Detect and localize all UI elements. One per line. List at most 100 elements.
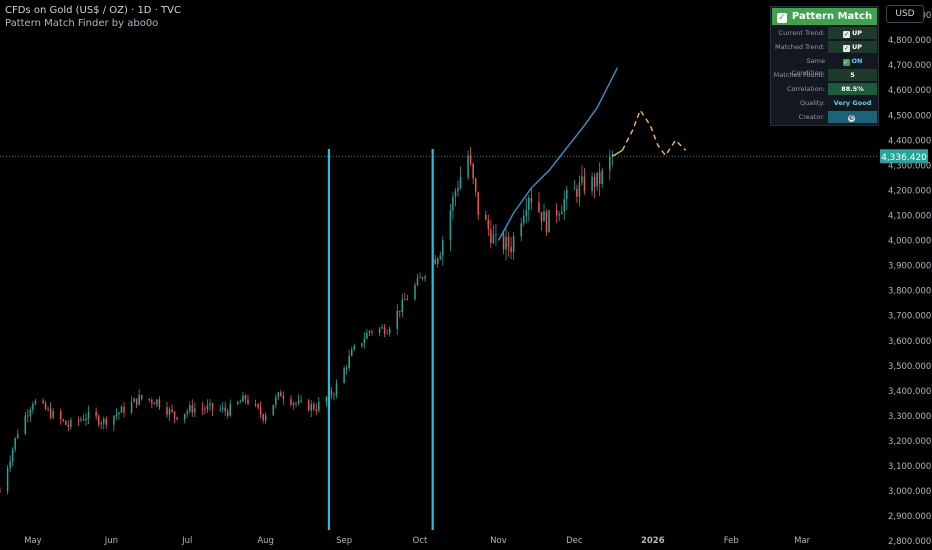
candle-body	[189, 405, 191, 412]
candle-body	[27, 415, 29, 417]
y-tick-label: 4,500.000	[888, 111, 931, 121]
candle-body	[297, 400, 300, 404]
candle-body	[386, 333, 388, 335]
candle-body	[555, 210, 558, 216]
candle-body	[201, 408, 204, 410]
candle-body	[115, 414, 118, 416]
candle-body	[171, 409, 173, 412]
candle-body	[140, 394, 143, 399]
y-tick-label: 4,400.000	[888, 136, 931, 146]
candle-body	[176, 417, 178, 420]
y-tick-label: 3,800.000	[888, 287, 931, 297]
candle-body	[353, 345, 355, 350]
currency-button[interactable]: USD	[886, 5, 924, 23]
candle-body	[113, 415, 115, 425]
candle-body	[135, 398, 138, 405]
candle-body	[277, 392, 280, 398]
x-tick-label: Mar	[794, 536, 811, 546]
candle-body	[120, 406, 123, 413]
candle-body	[82, 419, 85, 421]
candle-body	[510, 246, 512, 252]
candle-body	[421, 277, 424, 279]
candle-body	[598, 172, 601, 184]
candle-body	[186, 411, 188, 414]
candle-body	[229, 403, 232, 416]
candle-body	[560, 211, 563, 215]
candle-body	[368, 331, 371, 333]
candle-body	[6, 468, 9, 492]
candle-body	[472, 163, 474, 179]
candle-body	[401, 299, 404, 313]
candle-body	[226, 411, 229, 416]
candle-body	[280, 392, 282, 397]
candle-body	[204, 408, 206, 410]
y-tick-label: 4,700.000	[888, 61, 931, 71]
candle-body	[272, 404, 275, 416]
candle-body	[166, 407, 168, 415]
candle-body	[467, 155, 469, 178]
candle-body	[406, 299, 409, 301]
current-price-label: 4,336.420	[881, 153, 927, 163]
panel-row: Current Trend: ✓ UP	[772, 27, 877, 39]
candle-body	[0, 491, 1, 493]
y-tick-label: 3,000.000	[888, 487, 931, 497]
y-tick-label: 3,300.000	[888, 412, 931, 422]
candle-body	[295, 403, 297, 405]
candle-body	[300, 400, 302, 402]
y-tick-label: 3,700.000	[888, 312, 931, 322]
chart-title: CFDs on Gold (US$ / OZ) · 1D · TVC	[5, 5, 181, 16]
candle-body	[158, 399, 161, 408]
check-icon: ✓	[842, 59, 850, 66]
candle-body	[383, 327, 386, 334]
candle-body	[333, 394, 335, 396]
candle-body	[34, 400, 37, 405]
candle-body	[85, 418, 87, 421]
candle-body	[495, 234, 497, 236]
candle-body	[381, 327, 383, 329]
panel-row-value: ✓ UP	[828, 27, 877, 39]
candle-body	[573, 188, 576, 190]
candle-body	[581, 176, 583, 183]
candle-body	[345, 367, 348, 369]
candle-body	[242, 395, 244, 402]
candle-body	[209, 403, 211, 406]
candle-body	[487, 220, 490, 230]
panel-row-value-text: 88.5%	[841, 85, 864, 93]
candle-body	[348, 356, 350, 368]
candle-body	[474, 178, 477, 192]
candle-body	[102, 418, 105, 424]
projection-line-solid	[611, 149, 623, 157]
candle-body	[558, 214, 560, 216]
candle-body	[505, 236, 507, 250]
panel-row-value: ©	[828, 111, 877, 123]
y-tick-label: 3,100.000	[888, 462, 931, 472]
candle-body	[523, 215, 525, 224]
candle-body	[173, 411, 176, 418]
candle-body	[371, 331, 373, 333]
candle-body	[388, 328, 391, 334]
x-tick-label: Oct	[413, 536, 428, 546]
candle-body	[282, 396, 285, 399]
candle-body	[65, 420, 67, 425]
candle-body	[490, 229, 492, 244]
candle-body	[601, 170, 603, 184]
candle-body	[611, 154, 614, 157]
candle-body	[237, 401, 239, 404]
y-tick-label: 4,600.000	[888, 86, 931, 96]
candle-body	[449, 210, 452, 241]
candle-body	[310, 404, 312, 411]
candle-body	[194, 408, 196, 413]
candle-body	[312, 404, 315, 410]
panel-row: Quality:Very Good✓	[772, 97, 877, 120]
candle-body	[221, 407, 224, 410]
panel-row-value: Very Good✓	[828, 97, 877, 120]
pattern-match-rows: Current Trend: ✓ UP Matched Trend: ✓ UP Same C…	[771, 27, 878, 123]
panel-row-value: ✓ ON	[828, 55, 877, 67]
x-tick-label: May	[24, 536, 42, 546]
candle-body	[168, 409, 171, 415]
candle-body	[454, 191, 457, 197]
y-tick-label: 4,300.000	[888, 161, 931, 171]
candle-body	[545, 211, 548, 233]
candle-body	[525, 210, 528, 216]
